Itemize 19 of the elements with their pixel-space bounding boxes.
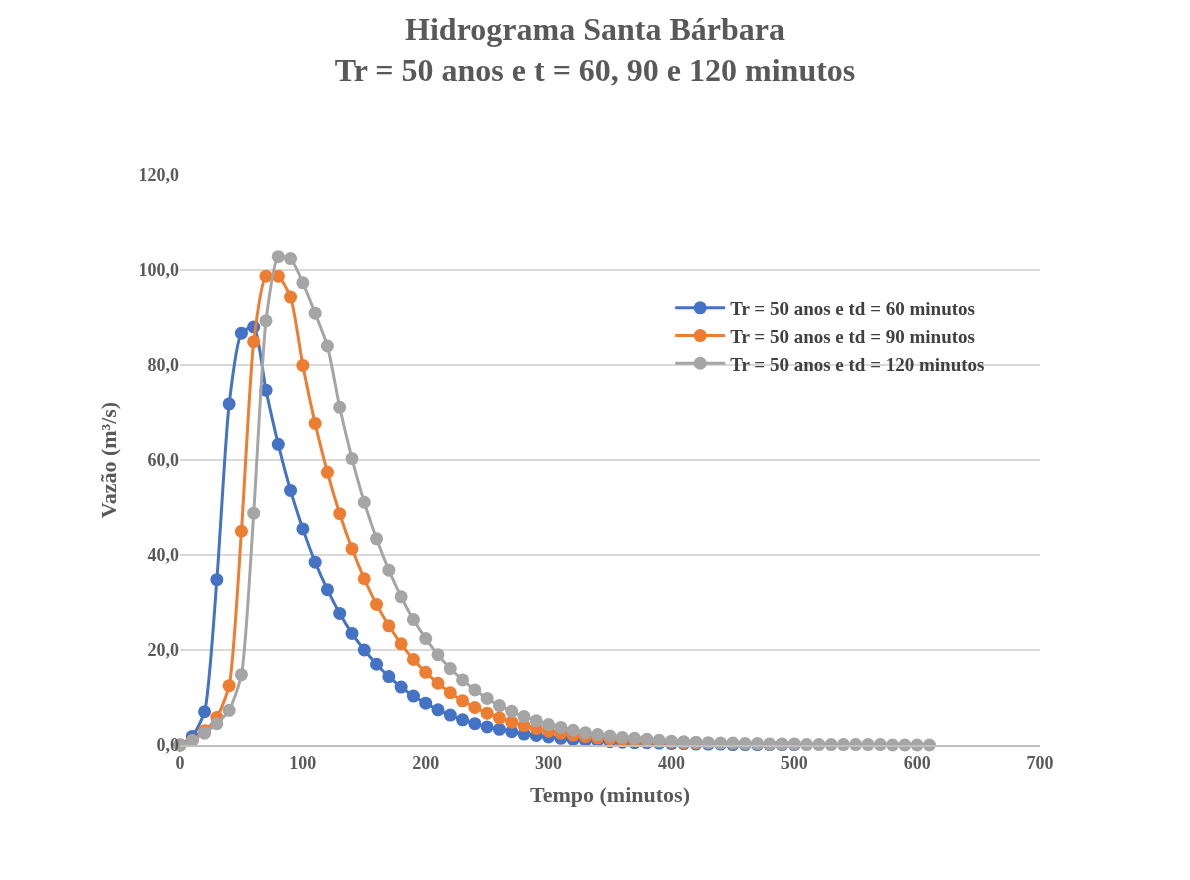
y-tick-label: 100,0 (138, 260, 179, 281)
y-tick-label: 80,0 (147, 355, 179, 376)
y-axis-title: Vazão (m³/s) (96, 401, 122, 519)
x-tick-label: 500 (780, 752, 808, 773)
x-tick-label: 600 (903, 752, 931, 773)
y-tick-label: 40,0 (147, 545, 179, 566)
x-tick-label: 400 (657, 752, 685, 773)
x-axis-title: Tempo (minutos) (530, 782, 690, 807)
y-tick-label: 60,0 (147, 450, 179, 471)
chart-title: Hidrograma Santa Bárbara Tr = 50 anos e t = 60, 90 e 120 minutos (334, 10, 856, 89)
y-tick-label: 120,0 (138, 165, 179, 186)
x-tick-label: 100 (289, 752, 317, 773)
legend-label: Tr = 50 anos e td = 120 minutos (730, 353, 985, 375)
x-tick-label: 700 (1026, 752, 1054, 773)
x-tick-label: 200 (412, 752, 440, 773)
y-tick-label: 20,0 (147, 640, 179, 661)
legend-label: Tr = 50 anos e td = 90 minutos (730, 325, 975, 347)
legend-label: Tr = 50 anos e td = 60 minutos (730, 298, 975, 320)
x-tick-label: 300 (535, 752, 563, 773)
